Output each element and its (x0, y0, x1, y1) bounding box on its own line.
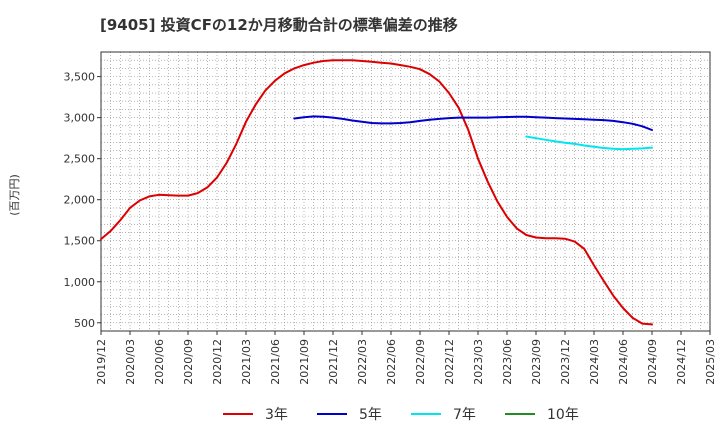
series-line-1 (293, 115, 653, 131)
y-axis-label: (百万円) (8, 174, 21, 216)
x-tick-label: 2022/09 (414, 339, 427, 385)
x-tick-label: 2024/12 (675, 339, 688, 385)
series-line-2 (525, 135, 653, 151)
x-tick-label: 2023/09 (530, 339, 543, 385)
legend-label-0: 3年 (265, 407, 288, 423)
series-line-0 (100, 59, 653, 326)
series-layer (100, 59, 653, 326)
y-tick-label: 1,500 (64, 235, 96, 248)
x-tick-label: 2024/06 (617, 339, 630, 385)
x-tick-label: 2023/06 (501, 339, 514, 385)
grid-layer (100, 51, 711, 332)
plot-area (101, 52, 710, 331)
y-tick-label: 2,000 (64, 194, 96, 207)
x-tick-label: 2023/03 (472, 339, 485, 385)
y-tick-label: 2,500 (64, 153, 96, 166)
x-tick-label: 2020/06 (153, 339, 166, 385)
x-tick-label: 2020/12 (211, 339, 224, 385)
x-tick-label: 2024/09 (646, 339, 659, 385)
x-tick-label: 2022/12 (443, 339, 456, 385)
y-tick-label: 500 (74, 317, 95, 330)
y-tick-label: 3,500 (64, 71, 96, 84)
axis-layer: 500 1,000 1,500 2,000 2,500 3,000 3,500 2019/12… (64, 51, 717, 385)
y-tick-label: 1,000 (64, 276, 96, 289)
legend-label-1: 5年 (359, 407, 382, 423)
legend-label-2: 7年 (453, 407, 476, 423)
plot-frame (100, 51, 711, 332)
chart-title: [9405] 投資CFの12か月移動合計の標準偏差の推移 (100, 16, 458, 34)
x-tick-label: 2022/06 (385, 339, 398, 385)
y-tick-label: 3,000 (64, 112, 96, 125)
x-tick-label: 2019/12 (95, 339, 108, 385)
legend-label-3: 10年 (547, 407, 579, 423)
x-tick-label: 2024/03 (588, 339, 601, 385)
x-tick-label: 2023/12 (559, 339, 572, 385)
x-tick-label: 2021/09 (298, 339, 311, 385)
x-tick-label: 2020/03 (124, 339, 137, 385)
legend: 3年 5年 7年 10年 (223, 407, 579, 423)
x-tick-label: 2022/03 (356, 339, 369, 385)
x-tick-label: 2021/06 (269, 339, 282, 385)
x-tick-label: 2020/09 (182, 339, 195, 385)
x-tick-label: 2021/12 (327, 339, 340, 385)
x-tick-label: 2025/03 (704, 339, 717, 385)
x-tick-label: 2021/03 (240, 339, 253, 385)
